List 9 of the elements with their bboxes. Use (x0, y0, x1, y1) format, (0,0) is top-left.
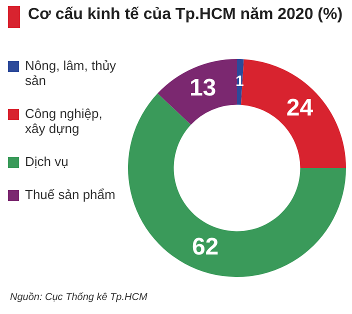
text: Nguồn: Cục Thống kê Tp.HCM (10, 292, 148, 303)
data-label: 24 (286, 94, 314, 122)
data-label: 62 (192, 234, 219, 261)
legend-label: Công nghiệp, xây dựng (25, 106, 104, 136)
legend-label: Nông, lâm, thủy sản (25, 58, 118, 88)
data-label: 13 (189, 74, 216, 102)
chart-title: Cơ cấu kinh tế của Tp.HCM năm 2020 (%) (28, 6, 343, 24)
legend-label: Dịch vụ (25, 154, 68, 169)
legend-label: Thuế sản phẩm (25, 187, 116, 202)
